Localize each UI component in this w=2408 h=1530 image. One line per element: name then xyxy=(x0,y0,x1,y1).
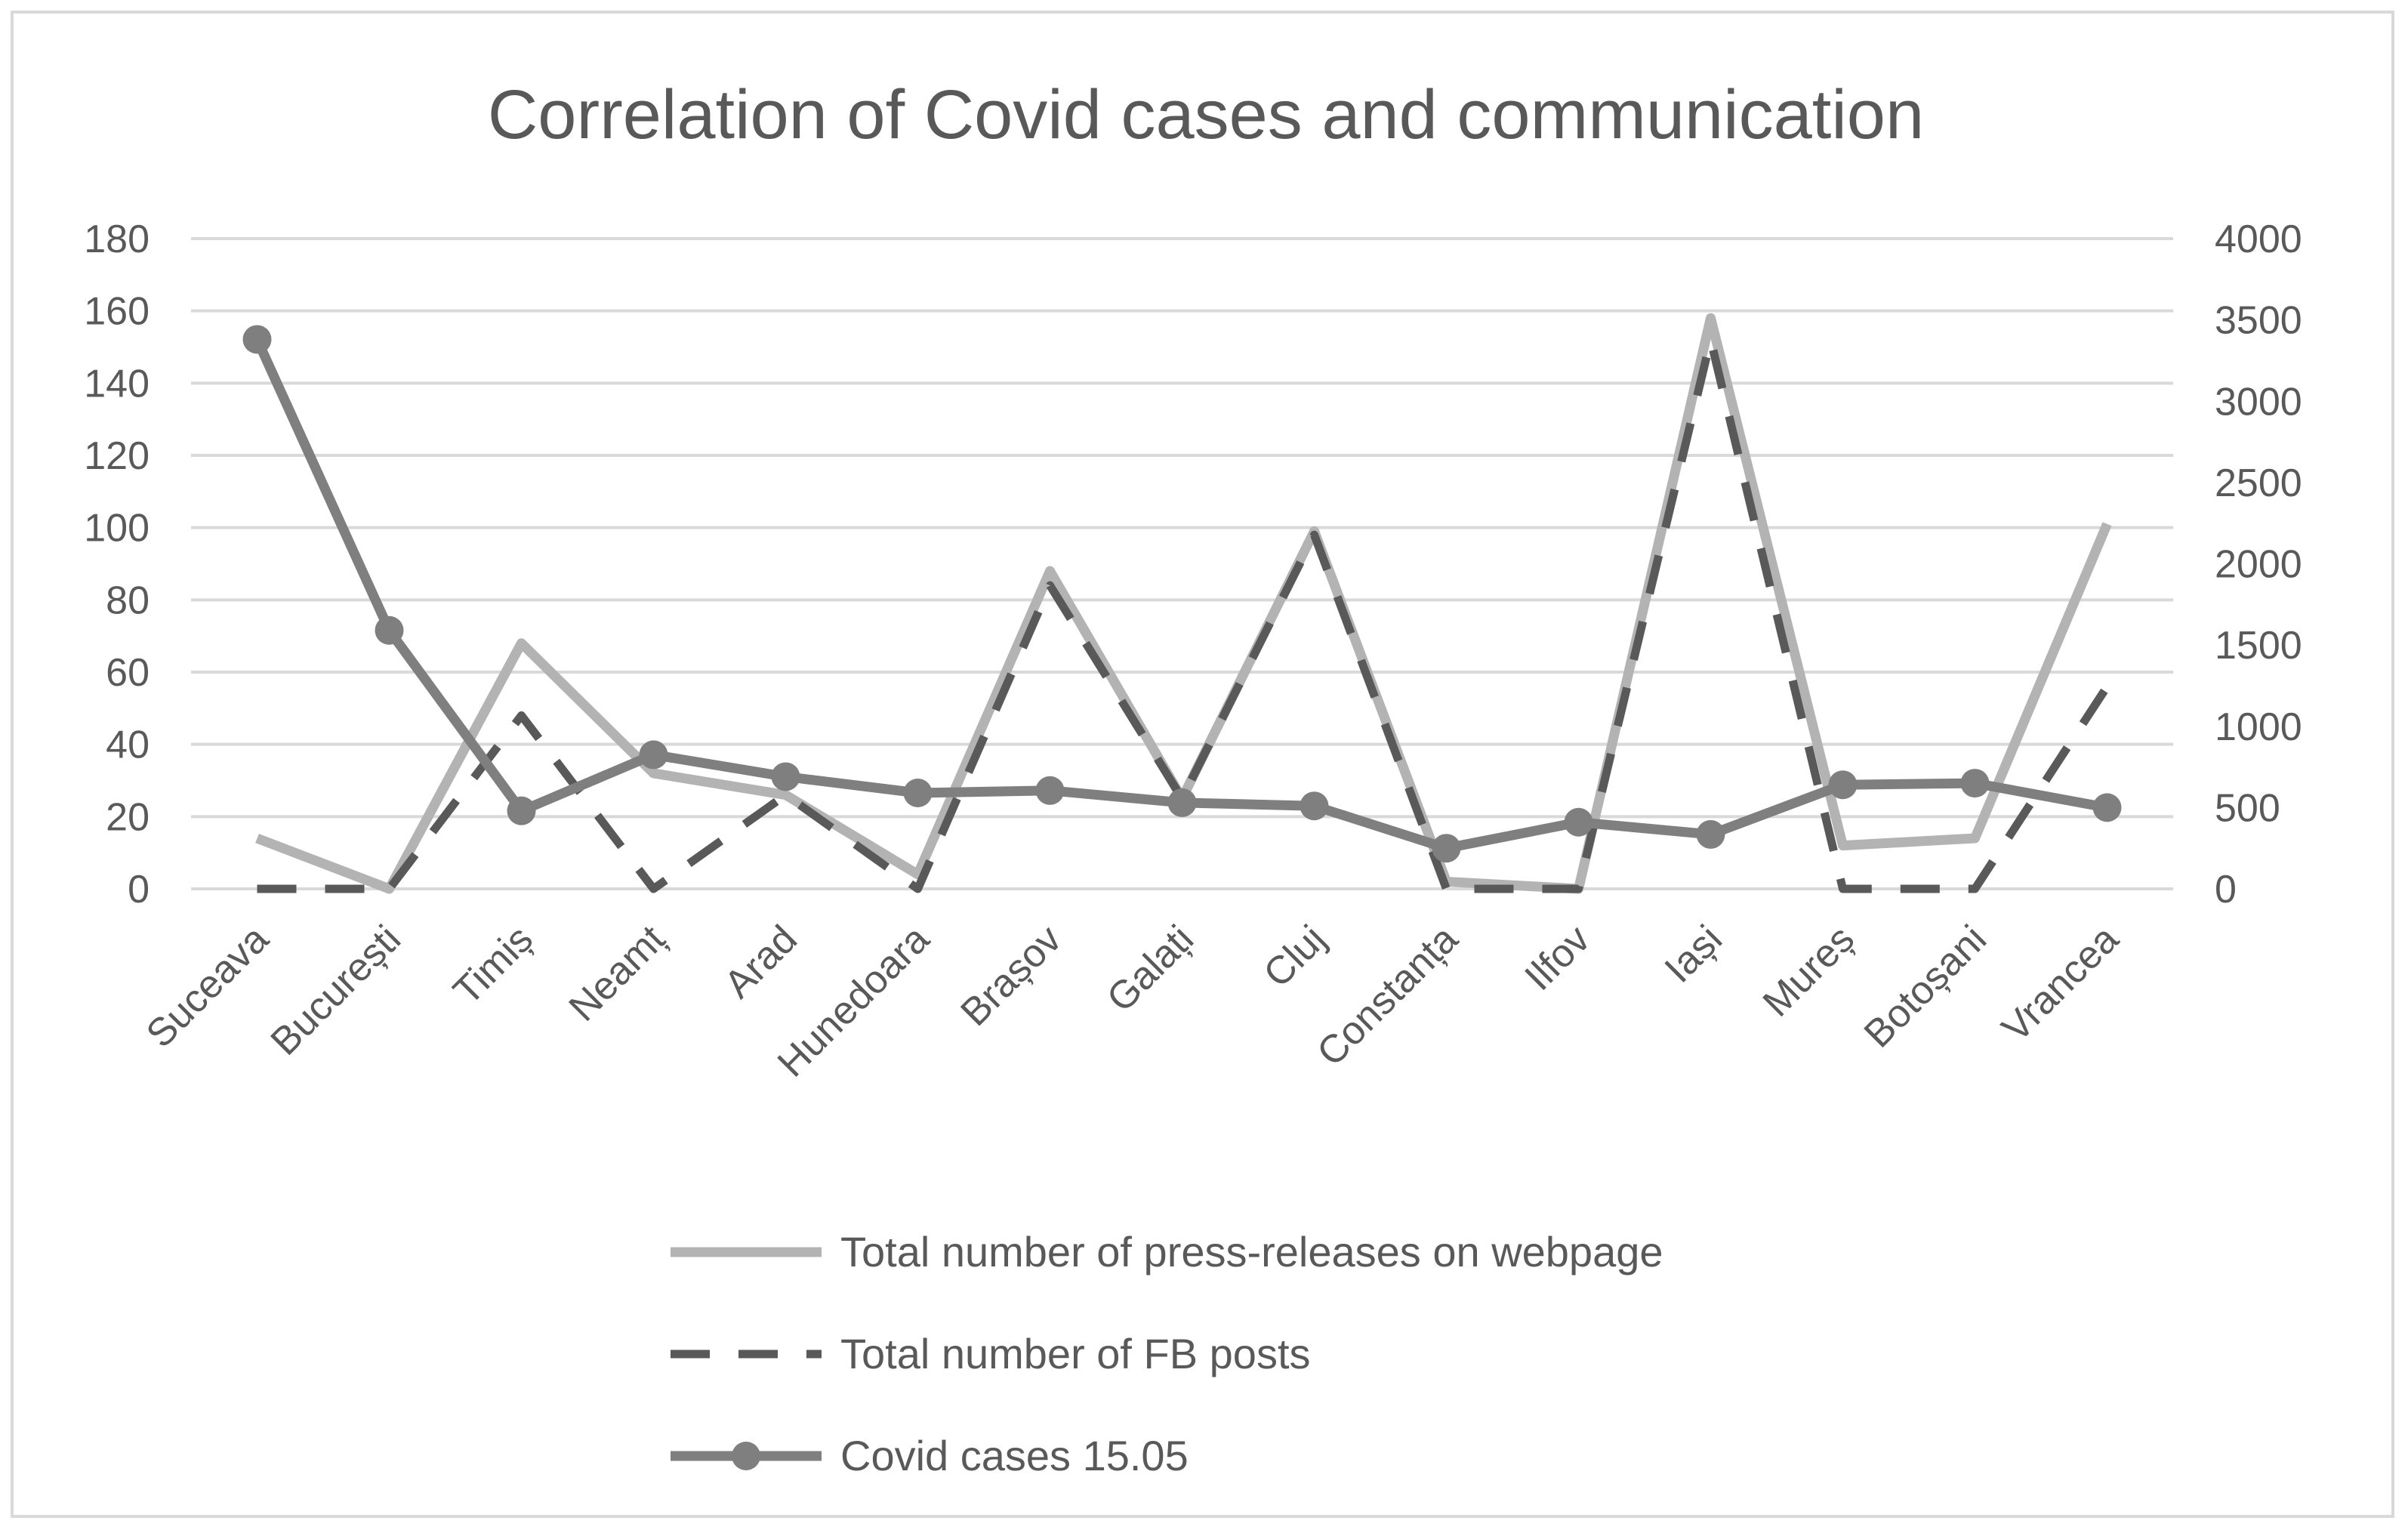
y2-tick-label: 2000 xyxy=(2215,543,2302,587)
data-point xyxy=(639,740,668,770)
data-point xyxy=(1300,791,1329,821)
y2-tick-label: 1500 xyxy=(2215,624,2302,668)
data-point xyxy=(1432,834,1461,863)
legend-label: Covid cases 15.05 xyxy=(840,1432,1189,1479)
x-tick-label: Ilfov xyxy=(1517,917,1599,998)
chart-svg: Correlation of Covid cases and communica… xyxy=(84,76,2302,1479)
x-tick-label: Timiș xyxy=(446,917,541,1013)
y-tick-label: 100 xyxy=(84,507,150,551)
y-tick-label: 60 xyxy=(106,651,150,695)
data-point xyxy=(1564,807,1593,837)
y-tick-label: 40 xyxy=(106,723,150,767)
data-point xyxy=(242,325,272,354)
series-group xyxy=(242,313,2122,894)
x-tick-label: București xyxy=(263,917,409,1063)
chart-title: Correlation of Covid cases and communica… xyxy=(488,76,1924,153)
data-point xyxy=(771,762,800,791)
y2-tick-label: 500 xyxy=(2215,786,2280,830)
y-tick-label: 180 xyxy=(84,217,150,261)
x-tick-label: Galați xyxy=(1099,917,1202,1020)
y-tick-label: 160 xyxy=(84,290,150,334)
y-tick-label: 20 xyxy=(106,795,150,839)
y-axis-left: 0 20 40 60 80 100 120 140 160 180 xyxy=(84,217,150,912)
y-tick-label: 140 xyxy=(84,362,150,406)
x-tick-label: Constanța xyxy=(1309,917,1466,1075)
y2-tick-label: 4000 xyxy=(2215,217,2302,261)
x-tick-label: Vrancea xyxy=(1993,917,2127,1050)
data-point xyxy=(507,796,536,825)
y2-tick-label: 3500 xyxy=(2215,299,2302,343)
data-point xyxy=(1960,769,1990,798)
y2-tick-label: 3000 xyxy=(2215,380,2302,424)
x-tick-label: Iași xyxy=(1657,917,1731,991)
y2-tick-label: 0 xyxy=(2215,868,2237,912)
x-tick-label: Neamț xyxy=(561,917,674,1030)
y-tick-label: 80 xyxy=(106,578,150,622)
y2-tick-label: 1000 xyxy=(2215,705,2302,749)
x-tick-label: Botoșani xyxy=(1856,917,1995,1056)
data-point xyxy=(375,615,404,645)
series-line xyxy=(252,337,2108,853)
data-point xyxy=(1035,776,1065,805)
chart-frame: Correlation of Covid cases and communica… xyxy=(11,11,2394,1518)
x-tick-label: Cluj xyxy=(1256,917,1334,995)
y-axis-right: 0 500 1000 1500 2000 2500 3000 3500 4000 xyxy=(2215,217,2302,912)
data-point xyxy=(1167,788,1197,817)
series-line xyxy=(257,335,2111,893)
y2-tick-label: 2500 xyxy=(2215,461,2302,505)
y-tick-label: 120 xyxy=(84,434,150,478)
x-tick-label: Arad xyxy=(716,917,806,1007)
data-point xyxy=(903,779,933,808)
legend-label: Total number of press-releases on webpag… xyxy=(840,1228,1663,1276)
x-tick-label: Suceava xyxy=(138,917,277,1056)
legend-marker xyxy=(732,1442,760,1470)
data-point xyxy=(1828,770,1858,800)
legend: Total number of press-releases on webpag… xyxy=(671,1228,1663,1479)
legend-label: Total number of FB posts xyxy=(840,1330,1311,1377)
data-point xyxy=(1696,819,1725,849)
data-point xyxy=(2092,793,2122,822)
y-tick-label: 0 xyxy=(128,868,150,912)
x-tick-label: Mureș xyxy=(1755,917,1863,1025)
x-tick-label: Brașov xyxy=(953,917,1070,1034)
